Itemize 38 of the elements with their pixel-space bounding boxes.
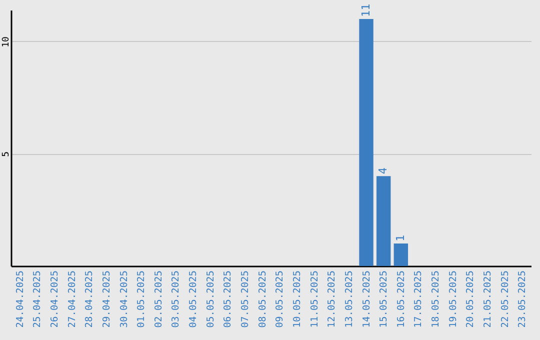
x-tick-label: 14.05.2025: [361, 270, 372, 328]
y-tick-label: 10: [2, 36, 12, 48]
x-tick-label: 19.05.2025: [448, 270, 459, 328]
x-tick-label: 13.05.2025: [344, 270, 355, 328]
x-tick-label: 25.04.2025: [32, 270, 44, 328]
x-tick-label: 20.05.2025: [465, 270, 476, 328]
x-tick-label: 05.05.2025: [205, 270, 216, 328]
x-tick-label: 23.05.2025: [517, 270, 528, 328]
x-tick-label: 24.04.2025: [14, 270, 26, 328]
x-tick-label: 09.05.2025: [274, 270, 286, 328]
x-tick-label: 07.05.2025: [240, 270, 252, 328]
x-tick-label: 21.05.2025: [482, 270, 494, 328]
x-tick-label: 02.05.2025: [153, 270, 164, 328]
x-tick-label: 28.04.2025: [84, 270, 96, 328]
bar: [376, 176, 391, 266]
x-tick-label: 10.05.2025: [292, 270, 303, 328]
x-tick-label: 15.05.2025: [378, 270, 390, 328]
bar: [359, 18, 374, 266]
x-tick-label: 22.05.2025: [500, 270, 511, 328]
x-tick-label: 04.05.2025: [188, 270, 200, 328]
x-tick-label: 30.04.2025: [118, 270, 130, 328]
data-label: 1: [394, 234, 407, 242]
x-tick-label: 12.05.2025: [326, 270, 338, 328]
x-tick-label: 11.05.2025: [309, 270, 320, 328]
x-tick-label: 01.05.2025: [136, 270, 148, 328]
x-tick-label: 03.05.2025: [170, 270, 182, 328]
x-tick-label: 06.05.2025: [222, 270, 234, 328]
bar: [394, 244, 408, 266]
x-tick-label: 16.05.2025: [396, 270, 407, 328]
x-tick-label: 18.05.2025: [430, 270, 442, 328]
x-tick-label: 26.04.2025: [49, 270, 60, 328]
x-tick-label: 17.05.2025: [413, 270, 424, 328]
data-label: 11: [359, 4, 372, 17]
data-label: 4: [376, 167, 390, 174]
x-tick-label: 08.05.2025: [257, 270, 268, 328]
y-tick-label: 5: [2, 152, 12, 157]
x-tick-label: 29.04.2025: [101, 270, 112, 328]
x-tick-label: 27.04.2025: [66, 270, 78, 328]
